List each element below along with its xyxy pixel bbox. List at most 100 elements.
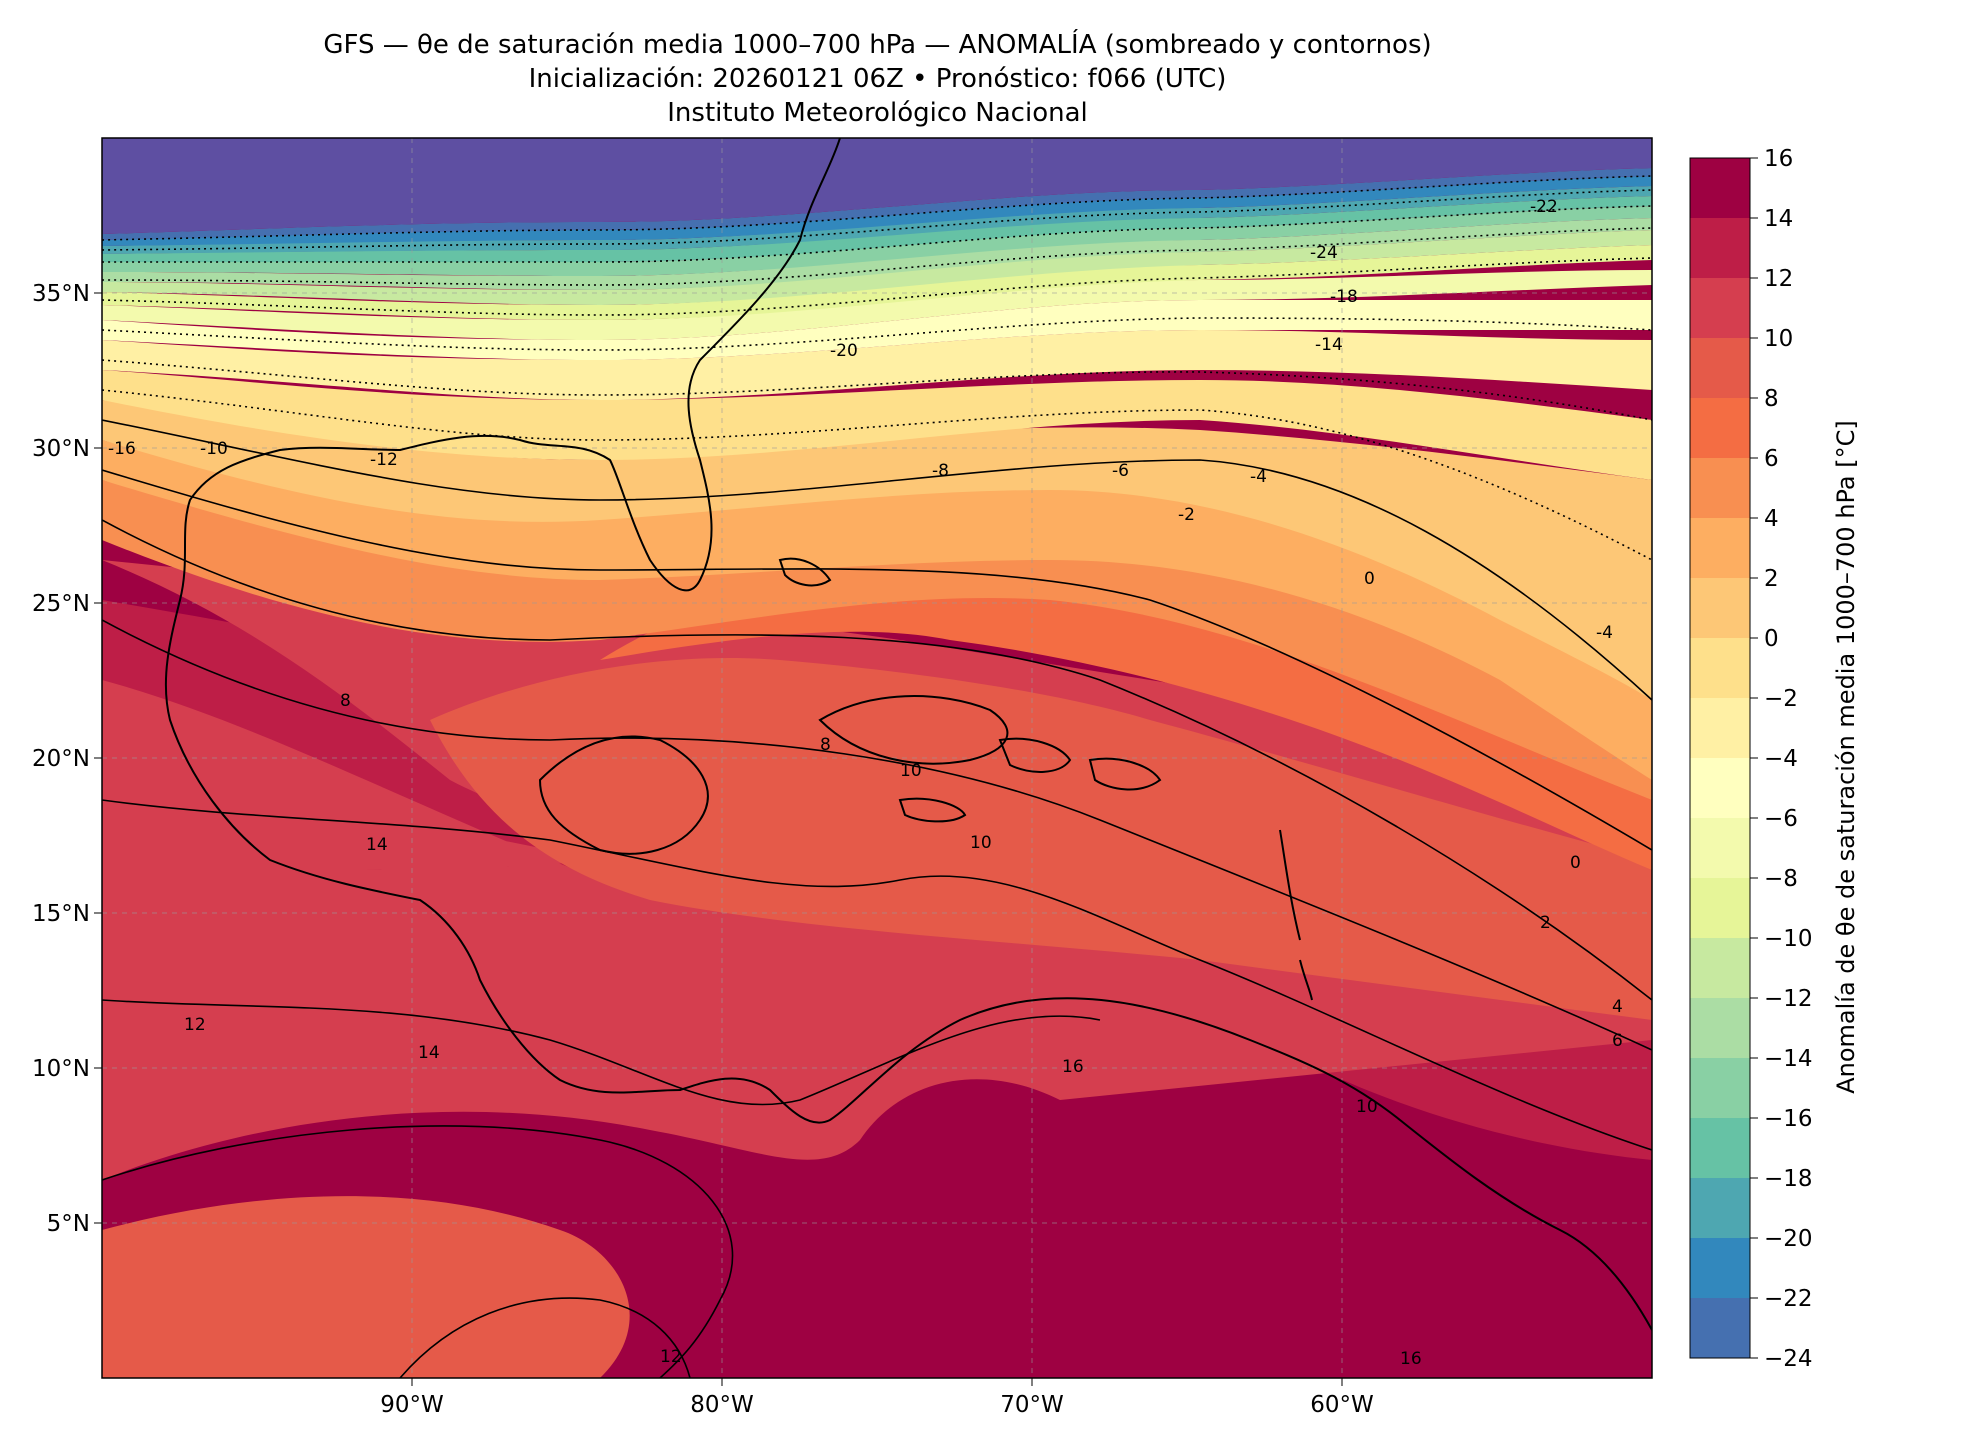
colorbar-tick-label: 14 [1764, 206, 1793, 232]
colorbar-segment [1690, 578, 1750, 639]
colorbar-tick-label: 16 [1764, 146, 1793, 172]
map-title: GFS — θe de saturación media 1000–700 hP… [323, 30, 1432, 60]
anomaly-band [102, 270, 1652, 340]
lon-tick-label: 70°W [1000, 1392, 1064, 1418]
anomaly-band [102, 1196, 630, 1378]
colorbar-tick-label: −12 [1764, 986, 1813, 1012]
contour-label: -20 [830, 341, 858, 361]
coastlines [164, 138, 1652, 1331]
anomaly-band [102, 680, 1652, 1378]
contour-label: 14 [366, 835, 388, 855]
colorbar-segment [1690, 1058, 1750, 1119]
colorbar-segment [1690, 818, 1750, 879]
map-subtitle-init: Inicialización: 20260121 06Z • Pronóstic… [528, 64, 1227, 94]
lon-tick-label: 90°W [380, 1392, 444, 1418]
contour-label: -8 [932, 461, 949, 481]
contour-label: 12 [660, 1347, 682, 1367]
contour-label: 4 [1612, 997, 1623, 1017]
colorbar-segment [1690, 398, 1750, 459]
colorbar-segment [1690, 698, 1750, 759]
colorbar-tick-label: −2 [1764, 686, 1798, 712]
contour-label: 12 [184, 1015, 206, 1035]
colorbar-segment [1690, 158, 1750, 219]
colorbar-segment [1690, 878, 1750, 939]
contour-label: -4 [1596, 623, 1613, 643]
contour-label: 6 [1612, 1031, 1623, 1051]
contour-label: -2 [1178, 505, 1195, 525]
colorbar: 16 14 12 10 8 6 4 2 0 −2 −4 −6 −8 −10 −12 −14 −16 −18 −20 −… [1689, 146, 1813, 1372]
anomaly-band [102, 138, 1652, 234]
contour-label: 0 [1570, 853, 1581, 873]
lat-tick-label: 10°N [32, 1056, 90, 1082]
contour-label: -22 [1530, 197, 1558, 217]
anomaly-band [102, 440, 1652, 780]
contour-labels: -24 -22 -20 -18 -16 -14 -12 -10 -8 -6 -4… [108, 197, 1623, 1369]
contour-label: 2 [1540, 913, 1551, 933]
contour-label: -10 [200, 439, 228, 459]
colorbar-segment [1690, 938, 1750, 999]
anomaly-band [102, 230, 1652, 305]
anomaly-band [102, 300, 1652, 360]
colorbar-tick-label: −16 [1764, 1106, 1813, 1132]
colorbar-segment [1690, 1298, 1750, 1359]
colorbar-segment [1690, 458, 1750, 519]
lat-tick-label: 25°N [32, 591, 90, 617]
colorbar-tick-label: 4 [1764, 506, 1779, 532]
colorbar-segment [1690, 278, 1750, 339]
anomaly-band [102, 218, 1652, 290]
map-subtitle-institute: Instituto Meteorológico Nacional [667, 98, 1088, 128]
lat-tick-label: 20°N [32, 746, 90, 772]
contour-label: -14 [1315, 335, 1343, 355]
colorbar-tick-label: −20 [1764, 1226, 1813, 1252]
anomaly-band [102, 206, 1652, 276]
colorbar-tick-label: −10 [1764, 926, 1813, 952]
colorbar-segment [1690, 1178, 1750, 1239]
contour-label: 16 [1400, 1349, 1422, 1369]
lat-tick-label: 5°N [47, 1211, 90, 1237]
contour-label: -16 [108, 439, 136, 459]
colorbar-label: Anomalía de θe de saturación media 1000–… [1832, 420, 1860, 1094]
colorbar-segment [1690, 218, 1750, 279]
colorbar-segment [1690, 1118, 1750, 1179]
anomaly-band [102, 168, 1652, 240]
lat-tick-label: 15°N [32, 901, 90, 927]
colorbar-segment [1690, 338, 1750, 399]
anomaly-band [102, 245, 1652, 320]
colorbar-segment [1690, 758, 1750, 819]
anomaly-band [102, 176, 1652, 246]
contour-label: 10 [900, 761, 922, 781]
colorbar-tick-label: −8 [1764, 866, 1798, 892]
colorbar-tick-label: −24 [1764, 1346, 1813, 1372]
anomaly-band [102, 186, 1652, 254]
contour-label: -4 [1250, 467, 1267, 487]
anomaly-band [102, 330, 1652, 400]
gridlines [102, 138, 1652, 1378]
colorbar-tick-label: 12 [1764, 266, 1793, 292]
colorbar-tick-label: −22 [1764, 1286, 1813, 1312]
contour-label: 10 [970, 833, 992, 853]
colorbar-tick-label: 10 [1764, 326, 1793, 352]
contour-label: 8 [340, 691, 351, 711]
positive-contours [102, 419, 1652, 1378]
contour-label: -24 [1310, 243, 1338, 263]
contour-label: -18 [1330, 287, 1358, 307]
negative-contours [102, 175, 1652, 561]
contour-label: 10 [1356, 1097, 1378, 1117]
anomaly-band [102, 370, 1652, 480]
colorbar-tick-label: 0 [1764, 626, 1779, 652]
anomaly-band [430, 658, 1652, 1020]
colorbar-segment [1690, 638, 1750, 699]
lat-tick-label: 30°N [32, 436, 90, 462]
lon-axis: 90°W 80°W 70°W 60°W [380, 1378, 1374, 1418]
colorbar-tick-label: 8 [1764, 386, 1779, 412]
lon-tick-label: 60°W [1310, 1392, 1374, 1418]
contour-label: -12 [370, 450, 398, 470]
colorbar-tick-label: −6 [1764, 806, 1798, 832]
lat-tick-label: 35°N [32, 281, 90, 307]
anomaly-band [102, 400, 1652, 700]
colorbar-segment [1690, 1238, 1750, 1299]
contour-label: 8 [820, 735, 831, 755]
contour-label: 16 [1062, 1057, 1084, 1077]
colorbar-tick-label: 6 [1764, 446, 1779, 472]
